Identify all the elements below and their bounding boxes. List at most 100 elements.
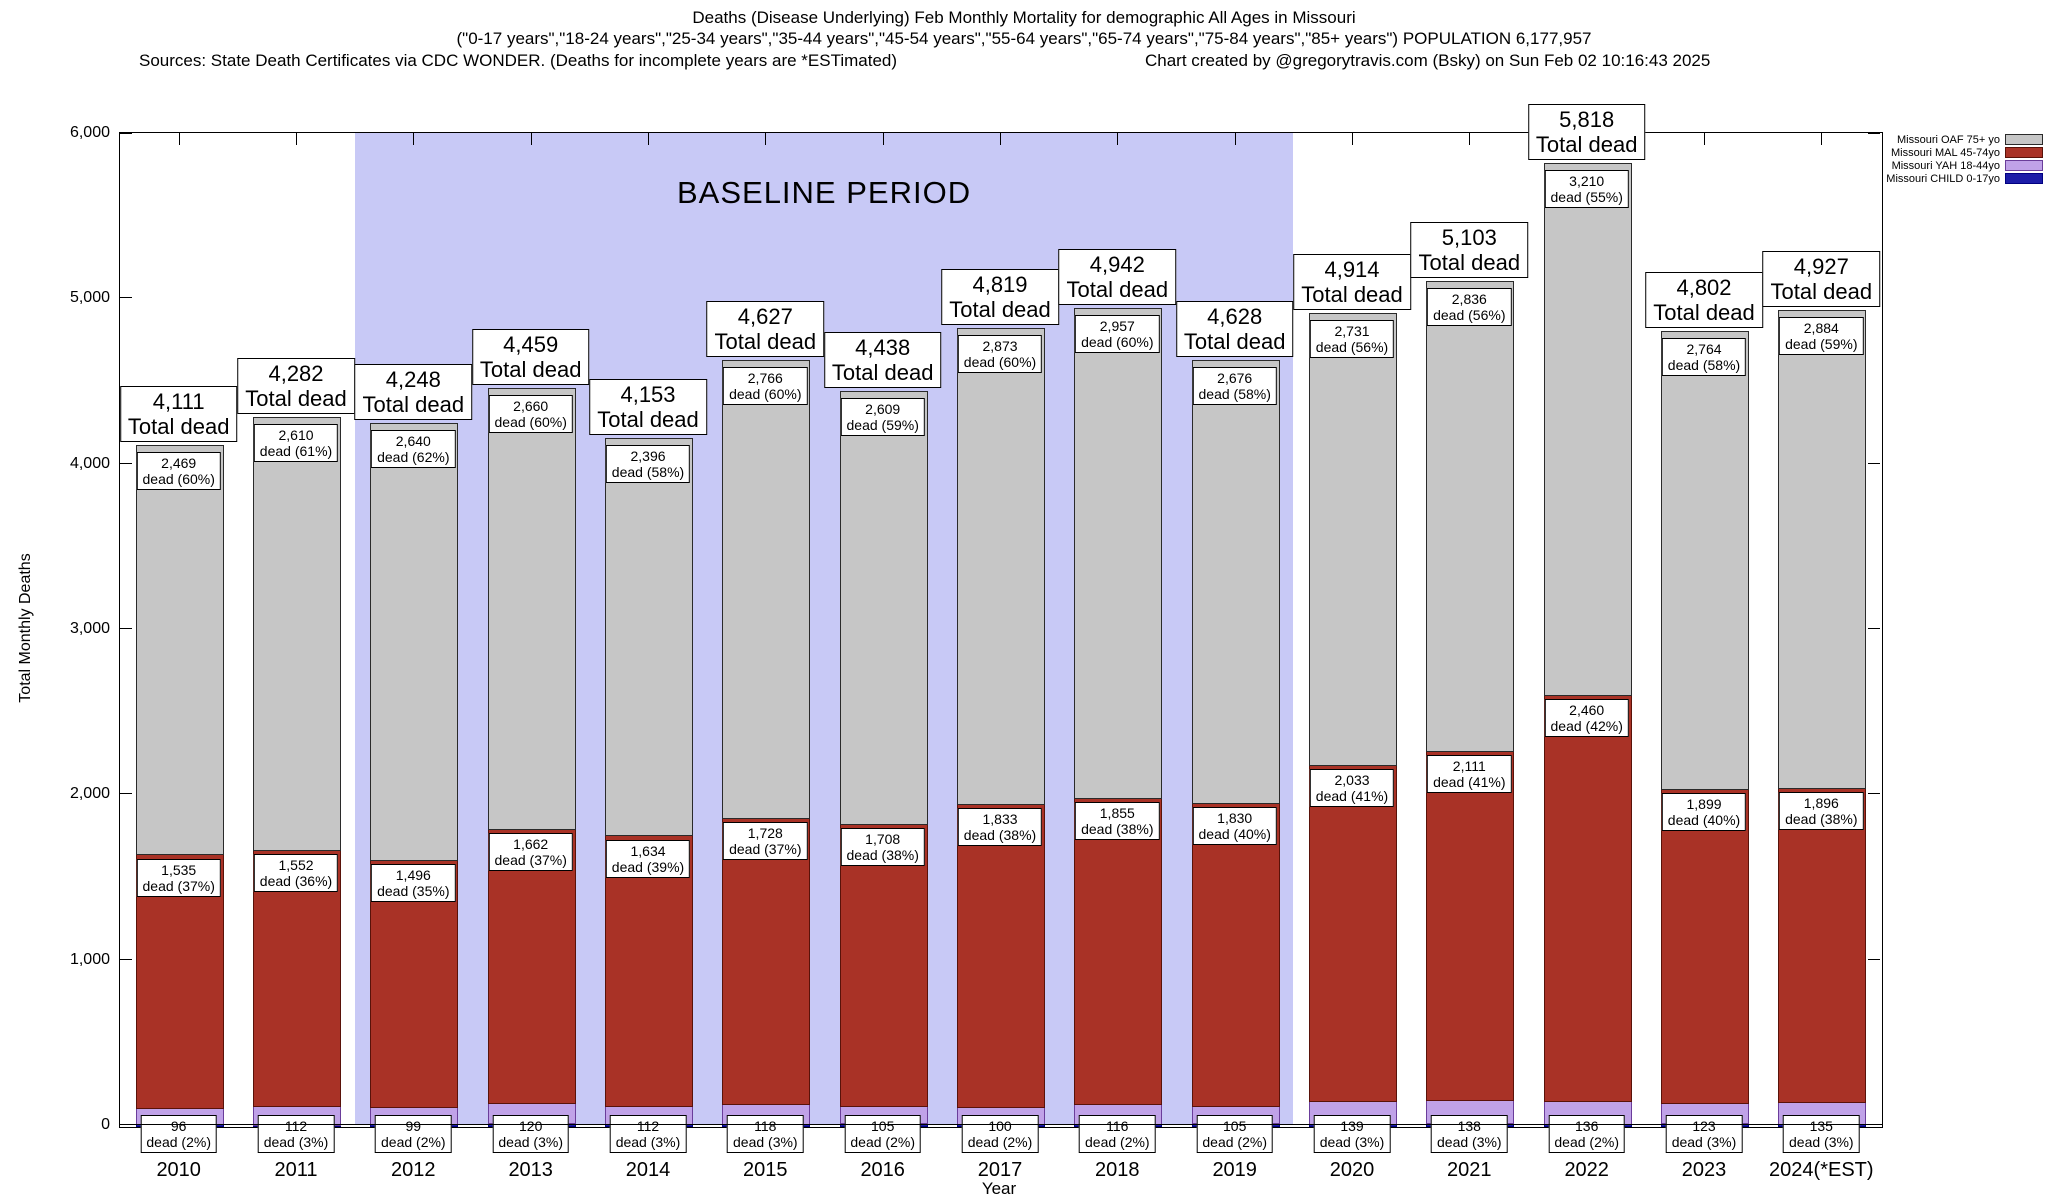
bar-2014-oaf-label: 2,396 dead (58%) [605, 445, 691, 484]
x-tick-label-2019: 2019 [1212, 1159, 1257, 1181]
y-tick-mark [1868, 133, 1880, 134]
bar-2017-yah-label: 100 dead (2%) [961, 1115, 1039, 1153]
x-tick-mark [1117, 133, 1119, 145]
bar-2018-oaf-label: 2,957 dead (60%) [1075, 314, 1160, 353]
bar-2021-oaf-label: 2,836 dead (56%) [1427, 288, 1512, 327]
bar-2017-oaf-label: 2,873 dead (60%) [957, 335, 1043, 374]
legend-swatch-yah [2005, 160, 2043, 171]
x-tick-label-2022: 2022 [1564, 1159, 1609, 1181]
bar-2021-mal-segment [1426, 750, 1515, 1102]
bar-2010-oaf-segment [135, 445, 224, 856]
bar-2013-mal-segment [487, 827, 576, 1105]
y-tick-label: 2,000 [69, 785, 110, 803]
bar-2017-mal-label: 1,833 dead (38%) [957, 808, 1043, 847]
bar-2012-yah-label: 99 dead (2%) [375, 1115, 452, 1153]
bar-2013-yah-label: 120 dead (3%) [492, 1115, 569, 1153]
bar-2020-yah-label: 139 dead (3%) [1313, 1115, 1391, 1153]
x-tick-mark [1352, 133, 1353, 145]
y-tick-mark [1868, 462, 1880, 464]
legend-item-label: Missouri OAF 75+ yo [1896, 133, 2000, 146]
legend-item-label: Missouri MAL 45-74yo [1890, 146, 2000, 159]
bar-2012-mal-label: 1,496 dead (35%) [371, 864, 456, 903]
bar-2011-mal-label: 1,552 dead (36%) [253, 853, 339, 892]
x-tick-mark [1469, 133, 1471, 145]
x-tick-label-2023: 2023 [1681, 1159, 1727, 1181]
bar-2021-yah-label: 138 dead (3%) [1431, 1115, 1508, 1153]
bar-2020-oaf-label: 2,731 dead (56%) [1309, 319, 1395, 358]
bar-2023-oaf-label: 2,764 dead (58%) [1661, 338, 1747, 377]
bar-2019-oaf-segment [1191, 359, 1280, 805]
y-axis-title: Total Monthly Deaths [17, 553, 34, 703]
x-tick-mark [1234, 133, 1236, 145]
bar-2024EST-yah-label: 135 dead (3%) [1783, 1115, 1860, 1153]
x-tick-mark [413, 133, 415, 145]
bar-2024EST-mal-segment [1778, 787, 1867, 1103]
y-tick-mark [1868, 628, 1880, 629]
bar-2015-yah-label: 118 dead (3%) [727, 1115, 804, 1153]
bar-2019-total-label: 4,628 Total dead [1175, 300, 1294, 357]
x-tick-mark [178, 133, 180, 145]
x-tick-label-2018: 2018 [1095, 1159, 1140, 1181]
y-tick-label: 5,000 [69, 289, 110, 307]
y-tick-label: 3,000 [69, 620, 110, 637]
legend-item-yah: Missouri YAH 18-44yo [1886, 159, 2043, 172]
bar-2020-mal-label: 2,033 dead (41%) [1309, 769, 1395, 808]
bar-2010-oaf-label: 2,469 dead (60%) [136, 452, 221, 491]
bar-2020-total-label: 4,914 Total dead [1293, 253, 1411, 310]
bar-2013-total-label: 4,459 Total dead [471, 328, 590, 385]
bar-2015-mal-segment [722, 817, 811, 1105]
bar-2018-total-label: 4,942 Total dead [1058, 248, 1177, 305]
baseline-period-label: BASELINE PERIOD [676, 175, 972, 210]
bar-2016-total-label: 4,438 Total dead [823, 332, 942, 389]
bar-2020-mal-segment [1309, 764, 1397, 1103]
bar-2018-yah-label: 116 dead (2%) [1079, 1115, 1156, 1153]
bar-2015-total-label: 4,627 Total dead [706, 301, 825, 357]
bar-2019-oaf-label: 2,676 dead (58%) [1192, 366, 1277, 405]
bar-2019-mal-segment [1191, 802, 1280, 1107]
legend-swatch-mal [2005, 147, 2043, 158]
bar-2010-mal-label: 1,535 dead (37%) [136, 858, 221, 897]
bar-2016-mal-label: 1,708 dead (38%) [840, 827, 925, 866]
bar-2021-mal-label: 2,111 dead (41%) [1427, 755, 1512, 794]
bar-2023-total-label: 4,802 Total dead [1645, 272, 1763, 329]
bar-2013-mal-label: 1,662 dead (37%) [488, 832, 573, 871]
chart-subtitle: ("0-17 years","18-24 years","25-34 years… [456, 29, 1592, 48]
bar-2011-mal-segment [253, 848, 341, 1108]
legend-swatch-child [2005, 173, 2043, 184]
bar-2018-mal-label: 1,855 dead (38%) [1075, 801, 1160, 840]
x-tick-label-2024EST: 2024(*EST) [1769, 1159, 1874, 1181]
bar-2017-oaf-segment [957, 328, 1045, 806]
bar-2022-mal-label: 2,460 dead (42%) [1544, 698, 1629, 737]
legend-item-oaf: Missouri OAF 75+ yo [1886, 133, 2043, 146]
x-tick-mark [648, 133, 649, 145]
bar-2016-oaf-segment [839, 391, 928, 825]
x-tick-label-2011: 2011 [274, 1159, 318, 1181]
x-axis-title: Year [981, 1179, 1017, 1198]
legend-item-mal: Missouri MAL 45-74yo [1886, 146, 2043, 159]
bar-2014-oaf-segment [605, 438, 693, 837]
sources-note: Sources: State Death Certificates via CD… [139, 51, 898, 70]
bar-2022-oaf-segment [1543, 163, 1632, 696]
x-tick-label-2013: 2013 [508, 1159, 553, 1181]
bar-2015-oaf-segment [722, 360, 811, 820]
bar-2024EST-oaf-label: 2,884 dead (59%) [1779, 317, 1864, 356]
bar-2011-total-label: 4,282 Total dead [237, 358, 355, 414]
bar-2024EST-oaf-segment [1778, 310, 1867, 790]
x-tick-mark [1821, 133, 1823, 145]
bar-2011-yah-label: 112 dead (3%) [257, 1115, 335, 1153]
bar-2017-mal-segment [957, 803, 1045, 1109]
bar-2020-oaf-segment [1309, 312, 1397, 767]
bar-2014-mal-label: 1,634 dead (39%) [605, 839, 691, 878]
x-tick-mark [1000, 133, 1001, 145]
x-tick-label-2020: 2020 [1329, 1159, 1375, 1181]
bar-2019-yah-label: 105 dead (2%) [1196, 1115, 1273, 1153]
bar-2015-mal-label: 1,728 dead (37%) [723, 822, 808, 861]
bar-2022-yah-label: 136 dead (2%) [1548, 1115, 1625, 1153]
x-axis-line [120, 1124, 1882, 1125]
x-tick-label-2015: 2015 [743, 1159, 788, 1181]
bar-2015-oaf-label: 2,766 dead (60%) [723, 367, 808, 405]
x-tick-label-2010: 2010 [156, 1159, 201, 1181]
y-tick-mark [120, 133, 132, 134]
bar-2022-mal-segment [1543, 693, 1632, 1103]
